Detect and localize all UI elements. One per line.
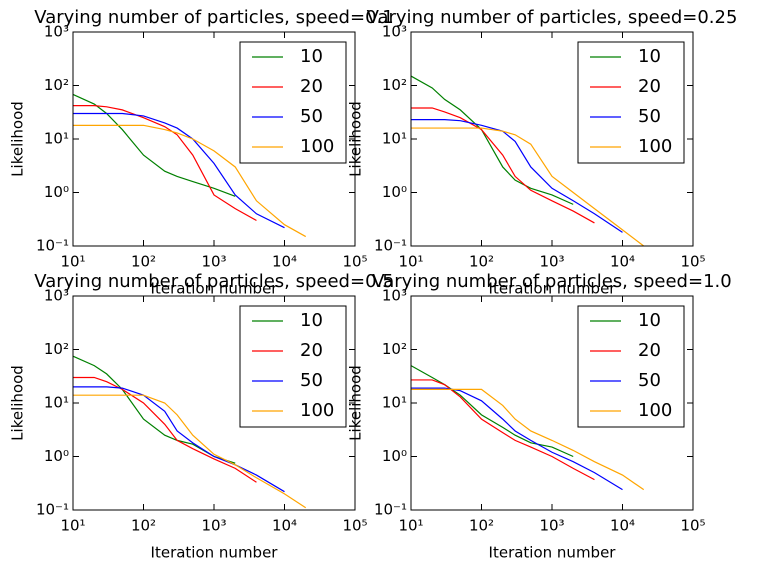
data-line	[72, 93, 236, 197]
x-tick-label: 10¹	[398, 253, 423, 271]
legend-box	[239, 41, 347, 164]
x-tick-label: 10¹	[398, 517, 423, 535]
x-tick-label: 10⁴	[272, 253, 297, 271]
x-tick-label: 10⁵	[680, 253, 705, 271]
data-line	[411, 387, 623, 491]
legend-label: 20	[638, 340, 661, 361]
legend: 10 20 50 100	[577, 305, 685, 428]
x-tick-label: 10²	[469, 253, 494, 271]
data-line	[73, 124, 307, 238]
x-tick-label: 10²	[131, 253, 156, 271]
y-tick-label: 10³	[382, 23, 407, 41]
legend-label: 50	[638, 106, 661, 127]
y-tick-label: 10²	[44, 76, 69, 94]
legend-label: 50	[638, 370, 661, 391]
x-tick-label: 10⁴	[610, 253, 635, 271]
legend-label: 20	[300, 76, 323, 97]
legend-label: 20	[300, 340, 323, 361]
data-line	[411, 127, 645, 247]
y-tick-label: 10¹	[382, 394, 407, 412]
y-tick-label: 10⁰	[382, 447, 407, 465]
data-line	[73, 376, 257, 483]
y-tick-label: 10⁻¹	[36, 237, 69, 255]
legend-box	[577, 41, 685, 164]
data-line	[410, 75, 574, 205]
legend-label: 100	[300, 400, 334, 421]
y-tick-label: 10¹	[382, 130, 407, 148]
legend-box	[577, 305, 685, 428]
legend-label: 10	[638, 46, 661, 67]
x-tick-label: 10²	[469, 517, 494, 535]
legend: 10 20 50 100	[239, 305, 347, 428]
legend: 10 20 50 100	[577, 41, 685, 164]
chart-title: Varying number of particles, speed=0.1	[34, 7, 393, 28]
legend-label: 20	[638, 76, 661, 97]
data-line	[73, 112, 285, 229]
x-tick-label: 10³	[539, 517, 564, 535]
legend-label: 100	[638, 400, 672, 421]
legend-label: 50	[300, 106, 323, 127]
chart-title: Varying number of particles, speed=0.5	[34, 271, 393, 292]
legend-label: 10	[300, 310, 323, 331]
x-tick-label: 10⁴	[610, 517, 635, 535]
x-tick-label: 10⁵	[680, 517, 705, 535]
y-tick-label: 10⁰	[382, 183, 407, 201]
y-tick-label: 10³	[382, 287, 407, 305]
y-tick-label: 10²	[44, 340, 69, 358]
legend-label: 100	[638, 136, 672, 157]
data-line	[411, 388, 645, 491]
x-axis-label: Iteration number	[151, 544, 279, 562]
legend-box	[239, 305, 347, 428]
data-line	[73, 394, 307, 509]
y-tick-label: 10⁻¹	[36, 501, 69, 519]
x-axis-label: Iteration number	[489, 280, 617, 298]
y-tick-label: 10²	[382, 76, 407, 94]
legend: 10 20 50 100	[239, 41, 347, 164]
y-tick-label: 10³	[44, 287, 69, 305]
legend-label: 10	[300, 46, 323, 67]
y-tick-label: 10⁰	[44, 447, 69, 465]
y-axis-label: Likelihood	[9, 101, 27, 177]
x-tick-label: 10⁵	[342, 517, 367, 535]
y-tick-label: 10³	[44, 23, 69, 41]
x-tick-label: 10⁵	[342, 253, 367, 271]
data-line	[73, 105, 257, 221]
y-axis-label: Likelihood	[347, 101, 365, 177]
legend-label: 50	[300, 370, 323, 391]
x-tick-label: 10³	[201, 253, 226, 271]
x-axis-label: Iteration number	[151, 280, 279, 298]
x-tick-label: 10²	[131, 517, 156, 535]
y-axis-label: Likelihood	[347, 365, 365, 441]
x-tick-label: 10³	[539, 253, 564, 271]
data-line	[411, 107, 595, 224]
y-tick-label: 10¹	[44, 394, 69, 412]
x-axis-label: Iteration number	[489, 544, 617, 562]
y-tick-label: 10¹	[44, 130, 69, 148]
legend-label: 10	[638, 310, 661, 331]
chart-title: Varying number of particles, speed=1.0	[372, 271, 731, 292]
x-tick-label: 10¹	[60, 517, 85, 535]
x-tick-label: 10³	[201, 517, 226, 535]
x-tick-label: 10⁴	[272, 517, 297, 535]
y-tick-label: 10⁻¹	[374, 237, 407, 255]
data-line	[411, 379, 595, 481]
legend-label: 100	[300, 136, 334, 157]
y-tick-label: 10⁰	[44, 183, 69, 201]
y-tick-label: 10⁻¹	[374, 501, 407, 519]
y-axis-label: Likelihood	[9, 365, 27, 441]
x-tick-label: 10¹	[60, 253, 85, 271]
data-line	[410, 365, 574, 458]
data-line	[411, 119, 623, 233]
y-tick-label: 10²	[382, 340, 407, 358]
chart-title: Varying number of particles, speed=0.25	[367, 7, 738, 28]
